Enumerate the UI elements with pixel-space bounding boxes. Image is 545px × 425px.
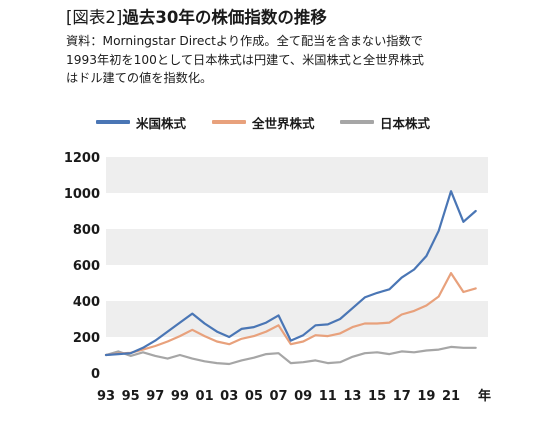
legend-swatch-us [96,120,130,124]
x-tick-label: 21 [442,389,460,404]
x-tick-label: 15 [368,389,386,404]
chart-title: [図表2]過去30年の株価指数の推移 [66,8,327,28]
y-tick-label: 1200 [64,151,100,166]
legend-label-japan: 日本株式 [380,115,431,131]
x-tick-label: 11 [319,389,337,404]
series-line [104,272,477,357]
x-tick-label: 19 [417,389,435,404]
x-tick-label: 09 [294,389,312,404]
chart-description: 資料：Morningstar Directより作成。全て配当を含まない指数で 1… [66,32,541,88]
x-tick-label: 17 [393,389,411,404]
x-tick-label: 13 [343,389,361,404]
grid-band [106,301,488,337]
x-tick-label: 93 [97,389,115,404]
legend-swatch-japan [340,120,374,124]
y-tick-label: 0 [91,367,100,382]
legend-item-world: 全世界株式 [212,113,315,131]
y-tick-label: 200 [73,331,100,346]
description-line-1: 資料：Morningstar Directより作成。全て配当を含まない指数で [66,34,423,48]
legend-swatch-world [212,120,246,124]
series-line [104,345,477,366]
x-tick-label: 07 [269,389,287,404]
y-tick-label: 400 [73,295,100,310]
legend-label-us: 米国株式 [136,115,187,131]
legend-label-world: 全世界株式 [252,115,315,131]
x-tick-label: 97 [146,389,164,404]
y-tick-label: 800 [73,223,100,238]
y-tick-label: 1000 [64,187,100,202]
series-line [104,190,477,357]
x-axis-label: 年 [478,388,491,404]
x-tick-label: 01 [196,389,214,404]
description-line-3: はドル建ての値を指数化。 [66,71,213,85]
x-tick-label: 99 [171,389,189,404]
figure-tag: [図表2] [66,8,123,27]
x-tick-label: 95 [122,389,140,404]
figure-title: 過去30年の株価指数の推移 [122,8,327,27]
description-line-2: 1993年初を100として日本株式は円建て、米国株式と全世界株式 [66,52,424,67]
x-tick-label: 03 [220,389,238,404]
y-tick-label: 600 [73,259,100,274]
legend-item-japan: 日本株式 [340,113,430,131]
x-tick-label: 05 [245,389,263,404]
legend-item-us: 米国株式 [96,113,186,131]
grid-band [106,157,488,193]
